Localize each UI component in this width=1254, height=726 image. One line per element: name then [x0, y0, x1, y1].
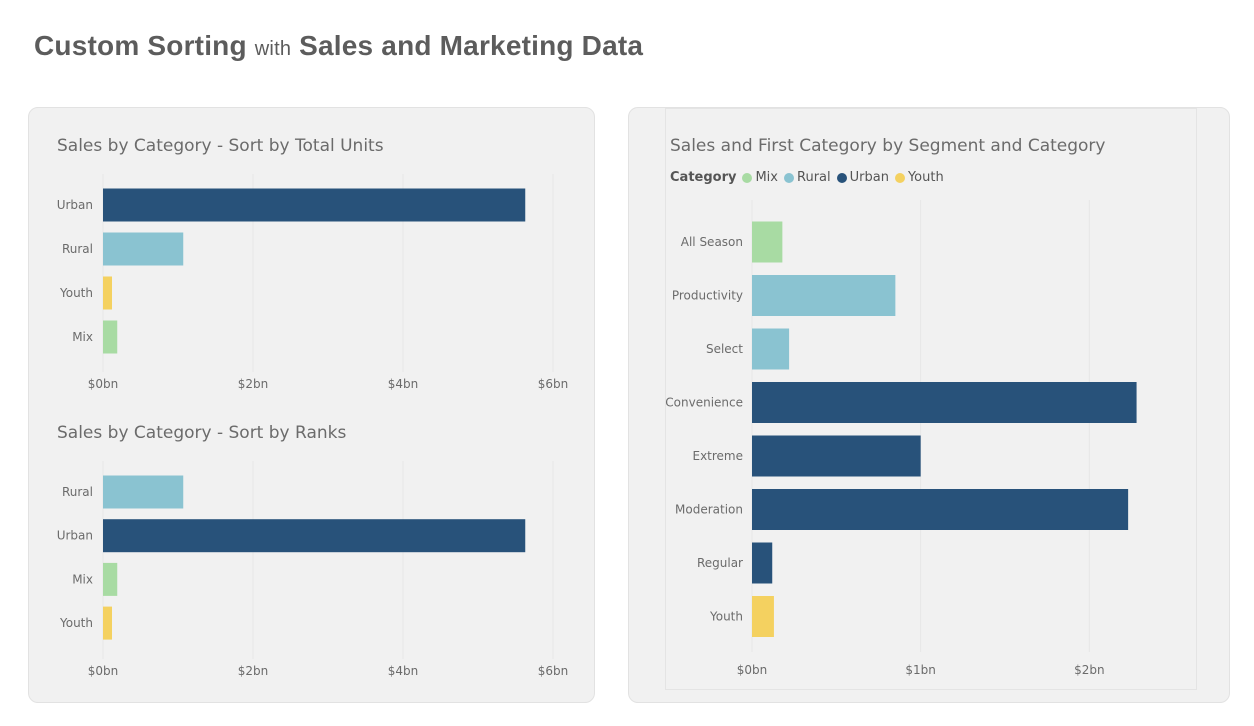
sales-by-category-ranks-chart: $0bn $2bn $4bn $6bn Rural Urban Mix Youth — [57, 461, 569, 678]
x-tick-label: $0bn — [88, 664, 119, 678]
legend-label-youth: Youth — [907, 170, 944, 185]
bar-mix — [103, 320, 118, 354]
x-tick-label: $1bn — [905, 663, 936, 677]
bar-youth — [752, 596, 774, 637]
bar-moderation — [752, 489, 1129, 530]
legend-title: Category — [670, 170, 737, 185]
legend-item-urban[interactable]: Urban — [836, 170, 889, 185]
y-category-label: Urban — [57, 529, 93, 543]
y-category-label: Regular — [697, 556, 743, 570]
bar-urban — [103, 519, 526, 553]
page-title: Custom Sorting with Sales and Marketing … — [34, 30, 643, 62]
bar-mix — [103, 562, 118, 596]
bar-regular — [752, 542, 773, 584]
y-category-label: Convenience — [665, 396, 743, 410]
page-title-with: with — [254, 38, 292, 60]
legend-label-urban: Urban — [849, 170, 889, 185]
chart-title-segment: Sales and First Category by Segment and … — [670, 136, 1106, 156]
bar-rural — [103, 232, 184, 266]
chart-legend: Category Mix Rural Urban Youth — [670, 170, 950, 185]
sales-by-segment-chart: $0bn $1bn $2bn All Season Productivity Select… — [665, 200, 1137, 677]
sales-by-category-total-units-chart: $0bn $2bn $4bn $6bn Urban Rural Youth Mix — [57, 174, 569, 391]
chart-title-total-units: Sales by Category - Sort by Total Units — [57, 136, 384, 156]
bar-all-season — [752, 221, 783, 263]
x-tick-label: $6bn — [538, 664, 569, 678]
y-category-label: Mix — [72, 330, 93, 344]
x-tick-label: $4bn — [388, 377, 419, 391]
y-category-label: Select — [706, 342, 743, 356]
legend-dot-youth — [894, 172, 905, 183]
x-tick-label: $4bn — [388, 664, 419, 678]
bar-rural — [103, 475, 184, 509]
y-category-label: Moderation — [675, 503, 743, 517]
y-category-label: Urban — [57, 198, 93, 212]
y-category-label: Extreme — [692, 449, 743, 463]
page-title-part1: Custom Sorting — [34, 30, 247, 61]
y-category-label: Rural — [62, 485, 93, 499]
bar-extreme — [752, 435, 921, 477]
x-tick-label: $2bn — [1074, 663, 1105, 677]
x-tick-label: $0bn — [88, 377, 119, 391]
x-tick-label: $2bn — [238, 377, 269, 391]
page-title-part2: Sales and Marketing Data — [299, 30, 644, 61]
x-tick-label: $6bn — [538, 377, 569, 391]
y-category-label: Youth — [709, 610, 743, 624]
legend-item-mix[interactable]: Mix — [742, 170, 778, 185]
y-category-label: All Season — [681, 235, 743, 249]
legend-label-rural: Rural — [797, 170, 831, 185]
bar-urban — [103, 188, 526, 222]
bar-select — [752, 328, 790, 370]
y-category-label: Youth — [59, 616, 93, 630]
legend-item-youth[interactable]: Youth — [894, 170, 944, 185]
x-tick-label: $0bn — [737, 663, 768, 677]
x-tick-label: $2bn — [238, 664, 269, 678]
legend-label-mix: Mix — [755, 170, 778, 185]
bar-youth — [103, 276, 112, 310]
bar-convenience — [752, 382, 1137, 423]
bar-youth — [103, 606, 112, 640]
y-category-label: Youth — [59, 286, 93, 300]
y-category-label: Rural — [62, 242, 93, 256]
legend-dot-urban — [836, 172, 847, 183]
y-category-label: Productivity — [672, 289, 743, 303]
y-category-label: Mix — [72, 572, 93, 586]
legend-dot-mix — [742, 172, 753, 183]
legend-dot-rural — [784, 172, 794, 183]
legend-item-rural[interactable]: Rural — [784, 170, 831, 185]
bar-productivity — [752, 275, 896, 316]
right-chart-panel: Sales and First Category by Segment and … — [628, 107, 1230, 703]
left-charts-panel: Sales by Category - Sort by Total Units … — [28, 107, 595, 703]
chart-title-ranks: Sales by Category - Sort by Ranks — [57, 423, 347, 443]
